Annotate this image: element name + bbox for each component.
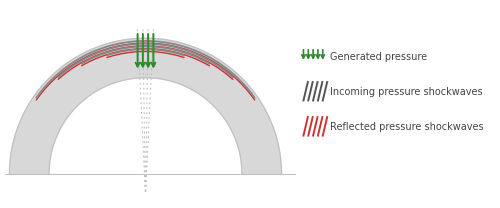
Text: Reflected pressure shockwaves: Reflected pressure shockwaves (330, 122, 484, 132)
Text: Generated pressure: Generated pressure (330, 52, 427, 62)
Text: Incoming pressure shockwaves: Incoming pressure shockwaves (330, 87, 482, 97)
Polygon shape (10, 38, 281, 174)
